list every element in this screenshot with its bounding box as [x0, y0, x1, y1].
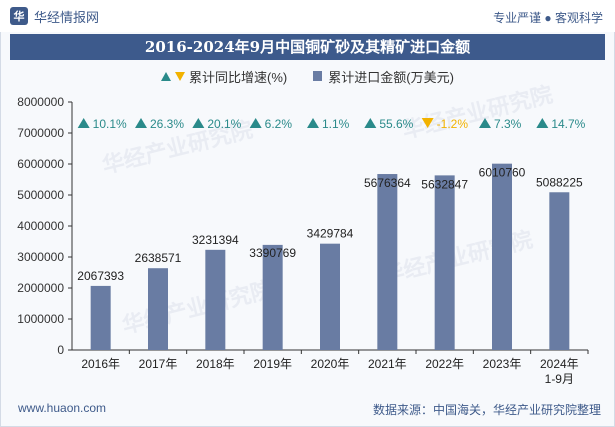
- brand[interactable]: 华 华经情报网: [10, 7, 99, 25]
- bar-value-label: 5088225: [536, 175, 583, 189]
- growth-up-marker: [135, 118, 147, 128]
- growth-up-marker: [249, 118, 262, 128]
- growth-label: 7.3%: [494, 117, 522, 131]
- growth-label: -1.2%: [437, 117, 469, 131]
- legend-growth-label: 累计同比增速(%): [189, 69, 288, 85]
- bar-value-label: 3231394: [192, 233, 239, 247]
- growth-label: 14.7%: [551, 117, 585, 131]
- bar: [492, 163, 512, 350]
- growth-up-marker: [479, 118, 491, 128]
- chart-title: 2016-2024年9月中国铜矿砂及其精矿进口金额: [144, 38, 471, 56]
- growth-label: 6.2%: [265, 117, 293, 131]
- triangle-down-icon: [175, 71, 186, 81]
- bar: [205, 249, 226, 350]
- tagline: 专业严谨 ● 客观科学: [493, 11, 603, 25]
- bar-value-label: 2638571: [135, 251, 182, 265]
- growth-label: 10.1%: [93, 117, 127, 131]
- x-tick-label: 2018年: [196, 357, 235, 371]
- growth-up-marker: [536, 118, 549, 128]
- legend-growth: 累计同比增速(%): [161, 67, 287, 86]
- growth-up-marker: [364, 118, 377, 128]
- y-tick-label: 0: [57, 343, 64, 357]
- x-tick-label: 1-9月: [545, 372, 574, 386]
- x-tick-label: 2017年: [139, 357, 178, 371]
- growth-label: 20.1%: [207, 117, 241, 131]
- source-note: 数据来源：中国海关，华经产业研究院整理: [372, 403, 601, 417]
- bar-value-label: 2067393: [77, 269, 124, 283]
- x-tick-label: 2022年: [425, 357, 464, 371]
- growth-label: 55.6%: [379, 117, 413, 131]
- brand-name: 华经情报网: [34, 9, 100, 25]
- chart-plot: 0 1000000 2000000 3000000 4000000 5000000 6000…: [17, 95, 589, 386]
- bar-value-label: 5632847: [421, 177, 468, 191]
- growth-up-marker: [77, 118, 90, 128]
- x-tick-label: 2019年: [253, 357, 292, 371]
- y-tick-label: 4000000: [17, 219, 64, 233]
- huajing-logo-icon: 华: [10, 7, 28, 25]
- y-tick-label: 5000000: [17, 188, 64, 202]
- bar: [148, 268, 168, 350]
- legend-amount: 累计进口金额(万美元): [313, 67, 454, 86]
- chart-legend: 累计同比增速(%) 累计进口金额(万美元): [0, 66, 615, 86]
- footer: www.huaon.com 数据来源：中国海关，华经产业研究院整理: [0, 395, 615, 427]
- y-tick-label: 7000000: [17, 126, 64, 140]
- bar-swatch-icon: [313, 71, 323, 81]
- x-tick-label: 2021年: [368, 357, 407, 371]
- bar: [90, 285, 111, 350]
- triangle-up-icon: [161, 71, 172, 81]
- site-link[interactable]: www.huaon.com: [18, 401, 107, 415]
- growth-up-marker: [192, 118, 205, 128]
- y-tick-label: 3000000: [17, 250, 64, 264]
- growth-down-marker: [421, 118, 434, 128]
- x-tick-label: 2024年: [540, 357, 579, 371]
- growth-label: 26.3%: [150, 117, 184, 131]
- title-bar: 2016-2024年9月中国铜矿砂及其精矿进口金额: [10, 34, 605, 60]
- y-tick-label: 8000000: [17, 95, 64, 109]
- x-tick-label: 2016年: [81, 357, 120, 371]
- growth-label: 1.1%: [322, 117, 350, 131]
- x-tick-label: 2020年: [311, 357, 350, 371]
- y-tick-label: 6000000: [17, 157, 64, 171]
- legend-amount-label: 累计进口金额(万美元): [328, 69, 454, 85]
- bar-value-label: 3429784: [307, 227, 354, 241]
- x-tick-label: 2023年: [483, 357, 522, 371]
- top-bar: 华 华经情报网 专业严谨 ● 客观科学: [0, 0, 615, 32]
- y-tick-label: 1000000: [17, 312, 64, 326]
- growth-up-marker: [307, 118, 319, 128]
- bar-value-label: 6010760: [479, 166, 526, 180]
- bar-value-label: 5676364: [364, 176, 411, 190]
- bar: [434, 175, 455, 350]
- bar: [377, 174, 398, 350]
- bar: [262, 244, 283, 350]
- bar: [320, 243, 340, 350]
- bar: [549, 192, 570, 350]
- y-tick-label: 2000000: [17, 281, 64, 295]
- bar-value-label: 3390769: [249, 246, 296, 260]
